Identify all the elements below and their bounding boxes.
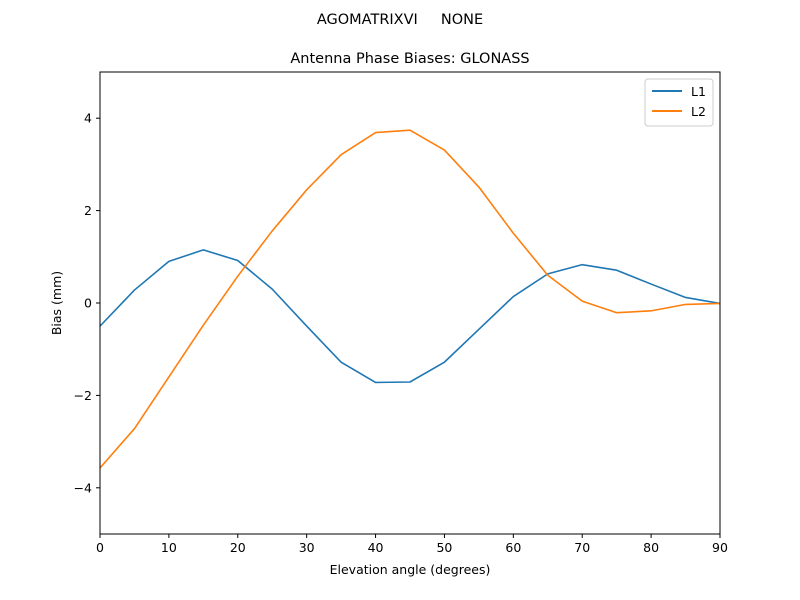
x-tick-label: 40 [368,540,384,555]
legend-label-l1: L1 [691,84,706,99]
x-tick-label: 10 [161,540,177,555]
x-axis-label: Elevation angle (degrees) [330,562,491,577]
x-tick-label: 20 [230,540,246,555]
y-tick-label: 4 [84,111,92,126]
y-tick-label: 0 [84,296,92,311]
y-tick-label: −2 [74,388,92,403]
series-line-l1 [100,249,720,384]
y-axis-label: Bias (mm) [49,271,64,335]
x-tick-label: 70 [574,540,590,555]
legend: L1 L2 [644,78,714,127]
legend-label-l2: L2 [691,104,706,119]
series-line-l2 [100,129,720,469]
ticks-layer: 0 10 20 30 40 50 60 70 80 90 −4 −2 0 2 4 [74,111,728,555]
x-tick-label: 60 [505,540,521,555]
x-tick-label: 50 [436,540,452,555]
figure-suptitle: AGOMATRIXVI NONE [317,12,483,28]
y-tick-label: −4 [74,480,92,495]
x-tick-label: 80 [643,540,659,555]
plot-area-frame [99,71,721,535]
chart-title: Antenna Phase Biases: GLONASS [290,51,529,67]
x-tick-label: 30 [299,540,315,555]
series-layer [100,129,720,469]
x-tick-label: 90 [712,540,728,555]
y-tick-label: 2 [84,203,92,218]
x-tick-label: 0 [96,540,104,555]
